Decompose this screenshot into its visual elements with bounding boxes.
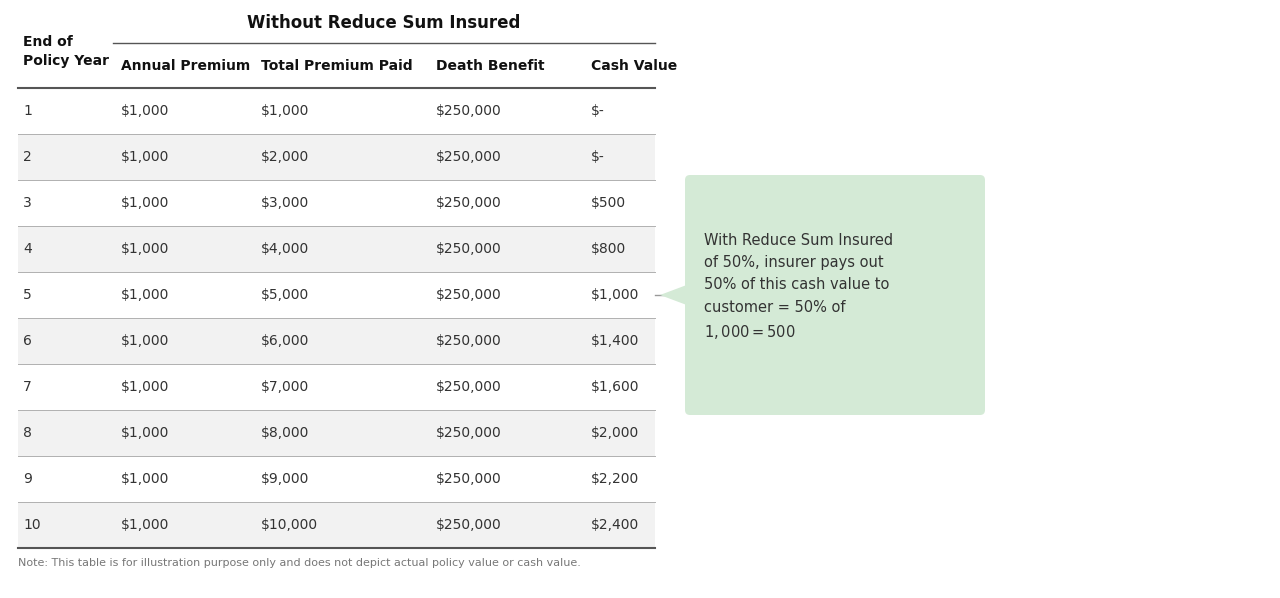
Text: $250,000: $250,000: [436, 288, 502, 302]
Text: $9,000: $9,000: [261, 472, 310, 486]
Text: 7: 7: [23, 380, 32, 394]
Text: 3: 3: [23, 196, 32, 210]
Bar: [18, 364, 655, 410]
Text: $250,000: $250,000: [436, 426, 502, 440]
Text: $2,200: $2,200: [591, 472, 639, 486]
Text: Death Benefit: Death Benefit: [436, 59, 544, 72]
Text: $250,000: $250,000: [436, 242, 502, 256]
Text: 2: 2: [23, 150, 32, 164]
Text: 10: 10: [23, 518, 41, 532]
Text: $2,000: $2,000: [591, 426, 639, 440]
Text: $2,400: $2,400: [591, 518, 639, 532]
Text: With Reduce Sum Insured
of 50%, insurer pays out
50% of this cash value to
custo: With Reduce Sum Insured of 50%, insurer …: [704, 233, 893, 341]
Bar: [18, 502, 655, 548]
Text: $250,000: $250,000: [436, 104, 502, 118]
Text: $3,000: $3,000: [261, 196, 310, 210]
Bar: [18, 226, 655, 272]
Text: $1,000: $1,000: [261, 104, 310, 118]
Text: 9: 9: [23, 472, 32, 486]
FancyBboxPatch shape: [685, 175, 986, 415]
Text: Cash Value: Cash Value: [591, 59, 677, 72]
Text: Annual Premium: Annual Premium: [122, 59, 251, 72]
Text: $1,400: $1,400: [591, 334, 640, 348]
Text: $250,000: $250,000: [436, 196, 502, 210]
Text: Total Premium Paid: Total Premium Paid: [261, 59, 412, 72]
Text: $4,000: $4,000: [261, 242, 310, 256]
Bar: [18, 134, 655, 180]
Text: 4: 4: [23, 242, 32, 256]
Bar: [18, 410, 655, 456]
Text: Note: This table is for illustration purpose only and does not depict actual pol: Note: This table is for illustration pur…: [18, 558, 581, 568]
Text: $-: $-: [591, 150, 604, 164]
Text: $1,000: $1,000: [122, 334, 169, 348]
Text: 5: 5: [23, 288, 32, 302]
Text: $6,000: $6,000: [261, 334, 310, 348]
Bar: [18, 456, 655, 502]
Text: $5,000: $5,000: [261, 288, 310, 302]
Bar: [18, 272, 655, 318]
Text: $1,000: $1,000: [122, 472, 169, 486]
Text: $10,000: $10,000: [261, 518, 319, 532]
Bar: [18, 318, 655, 364]
Text: Without Reduce Sum Insured: Without Reduce Sum Insured: [247, 14, 521, 32]
Text: $1,000: $1,000: [591, 288, 640, 302]
Text: $8,000: $8,000: [261, 426, 310, 440]
Text: $250,000: $250,000: [436, 518, 502, 532]
Text: $1,000: $1,000: [122, 196, 169, 210]
Text: $250,000: $250,000: [436, 380, 502, 394]
Text: 6: 6: [23, 334, 32, 348]
Text: $1,000: $1,000: [122, 380, 169, 394]
Text: $1,000: $1,000: [122, 288, 169, 302]
Text: $1,000: $1,000: [122, 242, 169, 256]
Text: $250,000: $250,000: [436, 150, 502, 164]
Text: 8: 8: [23, 426, 32, 440]
Text: $1,000: $1,000: [122, 518, 169, 532]
Text: $1,000: $1,000: [122, 150, 169, 164]
Polygon shape: [660, 283, 692, 307]
Text: End of
Policy Year: End of Policy Year: [23, 35, 109, 69]
Text: $1,000: $1,000: [122, 104, 169, 118]
Text: $800: $800: [591, 242, 626, 256]
Bar: [18, 180, 655, 226]
Text: $7,000: $7,000: [261, 380, 310, 394]
Text: $1,600: $1,600: [591, 380, 640, 394]
Text: $2,000: $2,000: [261, 150, 310, 164]
Text: $500: $500: [591, 196, 626, 210]
Text: 1: 1: [23, 104, 32, 118]
Text: $250,000: $250,000: [436, 334, 502, 348]
Text: $250,000: $250,000: [436, 472, 502, 486]
Text: $1,000: $1,000: [122, 426, 169, 440]
Bar: [18, 88, 655, 134]
Text: $-: $-: [591, 104, 604, 118]
